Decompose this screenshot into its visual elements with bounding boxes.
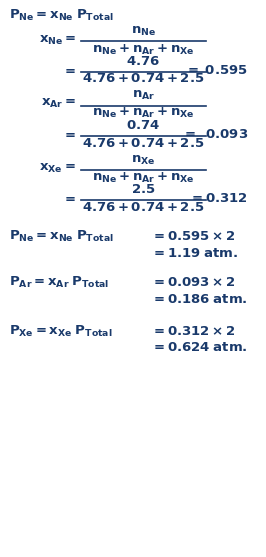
Text: $\mathbf{= 0.624\; atm.}$: $\mathbf{= 0.624\; atm.}$: [151, 341, 247, 354]
Text: $\mathbf{=}$: $\mathbf{=}$: [62, 62, 76, 76]
Text: $\mathbf{x_{Ar} =}$: $\mathbf{x_{Ar} =}$: [41, 97, 76, 110]
Text: $\mathbf{4.76 + 0.74 + 2.5}$: $\mathbf{4.76 + 0.74 + 2.5}$: [82, 137, 205, 150]
Text: $\mathbf{n_{Ne}}$: $\mathbf{n_{Ne}}$: [131, 25, 156, 38]
Text: $\mathbf{= 0.093 \times 2}$: $\mathbf{= 0.093 \times 2}$: [151, 276, 235, 290]
Text: $\mathbf{4.76 + 0.74 + 2.5}$: $\mathbf{4.76 + 0.74 + 2.5}$: [82, 72, 205, 85]
Text: $\mathbf{P_{Ne} = x_{Ne}\; P_{Total}}$: $\mathbf{P_{Ne} = x_{Ne}\; P_{Total}}$: [9, 229, 114, 245]
Text: $\mathbf{=\; 0.595}$: $\mathbf{=\; 0.595}$: [185, 63, 248, 77]
Text: $\mathbf{P_{Ar} = x_{Ar}\; P_{Total}}$: $\mathbf{P_{Ar} = x_{Ar}\; P_{Total}}$: [9, 275, 109, 291]
Text: $\mathbf{=}$: $\mathbf{=}$: [62, 191, 76, 204]
Text: $\mathbf{4.76 + 0.74 + 2.5}$: $\mathbf{4.76 + 0.74 + 2.5}$: [82, 201, 205, 214]
Text: $\mathbf{=\;\; 0.093}$: $\mathbf{=\;\; 0.093}$: [182, 128, 248, 141]
Text: $\mathbf{= 0.186\; atm.}$: $\mathbf{= 0.186\; atm.}$: [151, 293, 247, 306]
Text: $\mathbf{x_{Ne} =}$: $\mathbf{x_{Ne} =}$: [39, 33, 76, 47]
Text: $\mathbf{=}$: $\mathbf{=}$: [62, 127, 76, 140]
Text: $\mathbf{n_{Ne} + n_{Ar} + n_{Xe}}$: $\mathbf{n_{Ne} + n_{Ar} + n_{Xe}}$: [92, 42, 195, 57]
Text: $\mathbf{4.76}$: $\mathbf{4.76}$: [126, 55, 160, 68]
Text: $\mathbf{P_{Xe} = x_{Xe}\; P_{Total}}$: $\mathbf{P_{Xe} = x_{Xe}\; P_{Total}}$: [9, 324, 113, 339]
Text: $\mathbf{n_{Xe}}$: $\mathbf{n_{Xe}}$: [131, 154, 156, 167]
Text: $\mathbf{0.74}$: $\mathbf{0.74}$: [126, 119, 160, 132]
Text: $\mathbf{= 0.312}$: $\mathbf{= 0.312}$: [189, 192, 248, 205]
Text: $\mathbf{n_{Ne} + n_{Ar} + n_{Xe}}$: $\mathbf{n_{Ne} + n_{Ar} + n_{Xe}}$: [92, 171, 195, 185]
Text: $\mathbf{n_{Ar}}$: $\mathbf{n_{Ar}}$: [132, 89, 155, 102]
Text: $\mathbf{x_{Xe} =}$: $\mathbf{x_{Xe} =}$: [39, 162, 76, 175]
Text: $\mathbf{= 0.595 \times 2}$: $\mathbf{= 0.595 \times 2}$: [151, 231, 235, 243]
Text: $\mathbf{2.5}$: $\mathbf{2.5}$: [131, 183, 156, 196]
Text: $\mathbf{= 0.312 \times 2}$: $\mathbf{= 0.312 \times 2}$: [151, 325, 235, 338]
Text: $\mathbf{P_{Ne} = x_{Ne}\; P_{Total}}$: $\mathbf{P_{Ne} = x_{Ne}\; P_{Total}}$: [9, 8, 114, 23]
Text: $\mathbf{= 1.19\; atm.}$: $\mathbf{= 1.19\; atm.}$: [151, 247, 238, 260]
Text: $\mathbf{n_{Ne} + n_{Ar} + n_{Xe}}$: $\mathbf{n_{Ne} + n_{Ar} + n_{Xe}}$: [92, 106, 195, 120]
